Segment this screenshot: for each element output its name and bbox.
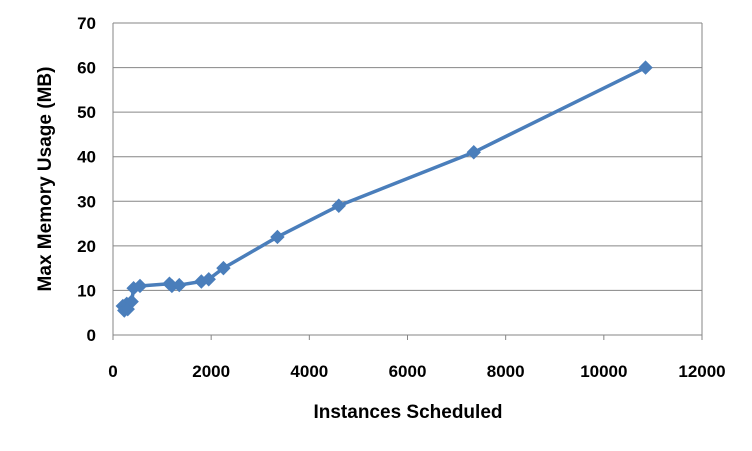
x-tick-label: 0: [108, 362, 117, 381]
x-tick-labels: 0 2000 4000 6000 8000 10000 12000: [108, 362, 725, 381]
y-tick-label: 40: [77, 148, 96, 167]
data-point: [172, 277, 187, 293]
x-tick-label: 2000: [192, 362, 230, 381]
grid-lines: [113, 22, 702, 291]
y-tick-label: 0: [87, 326, 96, 345]
data-point: [270, 229, 285, 245]
series: [115, 60, 653, 318]
data-point: [201, 272, 216, 287]
series-line: [121, 65, 648, 313]
data-point: [216, 260, 231, 276]
x-tick-label: 8000: [487, 362, 525, 381]
y-tick-label: 50: [77, 103, 96, 122]
data-point: [124, 294, 139, 309]
x-tick-label: 6000: [389, 362, 427, 381]
y-tick-label: 20: [77, 237, 96, 256]
data-point: [132, 278, 148, 294]
y-tick-label: 70: [77, 14, 96, 33]
data-point: [331, 198, 346, 213]
y-tick-label: 60: [77, 59, 96, 78]
y-axis-title: Max Memory Usage (MB): [35, 67, 56, 292]
axes: [112, 23, 703, 340]
y-tick-labels: 0 10 20 30 40 50 60 70: [77, 14, 96, 345]
y-tick-label: 10: [77, 281, 96, 300]
x-axis-title: Instances Scheduled: [313, 402, 502, 423]
y-tick-label: 30: [77, 192, 96, 211]
data-point: [466, 145, 481, 160]
x-tick-label: 10000: [580, 362, 627, 381]
x-tick-label: 12000: [678, 362, 725, 381]
data-point: [638, 60, 653, 75]
x-tick-label: 4000: [290, 362, 328, 381]
